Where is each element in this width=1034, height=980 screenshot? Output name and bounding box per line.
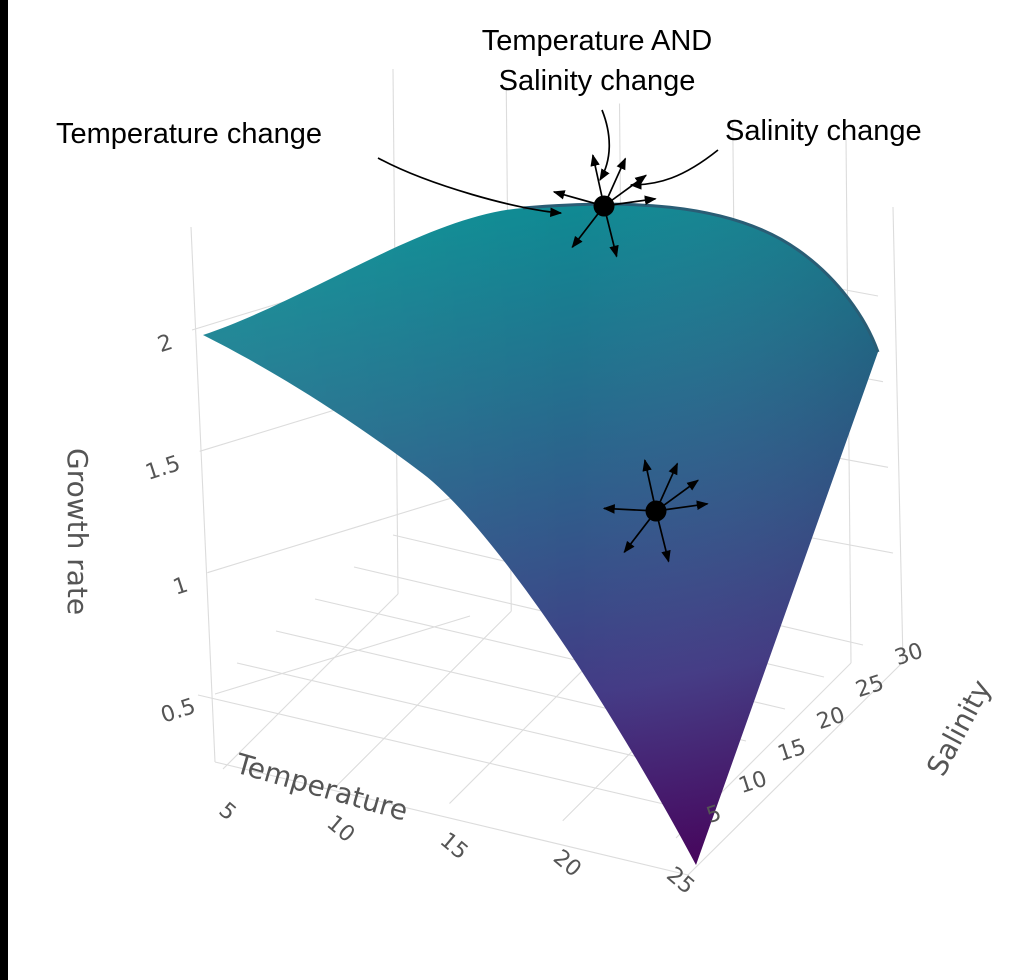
tick-growth-1: 1 [170,573,191,601]
grid-frame-left [190,226,216,763]
tick-salinity-30: 30 [892,639,926,671]
tick-growth-2: 2 [155,330,176,358]
tick-growth-1.5: 1.5 [143,451,184,486]
tick-salinity-20: 20 [814,703,848,735]
tick-growth-0.5: 0.5 [158,694,199,729]
marker-1 [552,154,657,258]
tick-salinity-25: 25 [853,671,887,703]
annotation-temperature-change: Temperature change [56,118,322,150]
surface-sheen [203,204,878,865]
chart-canvas: 5 10 15 20 25 5 10 15 20 25 30 0.5 1 1.5 2 Growth rate… [8,0,1034,980]
grid-frame-right [687,661,904,876]
grid-salinity-10 [236,662,708,774]
annotation-salinity-change: Salinity change [725,115,922,147]
annotation-both-change-line2: Salinity change [499,65,696,97]
tick-temperature-20: 20 [548,845,586,882]
tick-temperature-10: 10 [322,811,360,848]
grid-temperature-10 [335,610,512,787]
grid-growth-left-1 [207,494,463,574]
tick-salinity-10: 10 [736,767,770,799]
grid-frame-front [214,761,689,876]
marker-2-dot [645,500,667,522]
markers [552,154,709,563]
x-axis-title: Temperature [231,747,412,828]
annotation-both-change-line1: Temperature AND [482,25,713,57]
grid-frame-back-right [892,206,904,663]
y-axis-title: Salinity [920,674,998,781]
marker-2 [602,459,709,563]
pointer-both-change [599,109,611,182]
tick-salinity-15: 15 [775,735,809,767]
grid-salinity-5 [197,694,669,806]
z-axis-title: Growth rate [61,448,94,615]
tick-temperature-15: 15 [435,828,473,865]
marker-1-dot [593,195,615,217]
pointer-salinity-change [629,149,719,190]
grid-temperature-5 [222,593,399,770]
tick-temperature-25: 25 [661,862,699,899]
tick-temperature-5: 5 [214,798,241,826]
grid-growth-left-0.5 [214,615,471,695]
pointer-temperature-change [377,157,563,217]
